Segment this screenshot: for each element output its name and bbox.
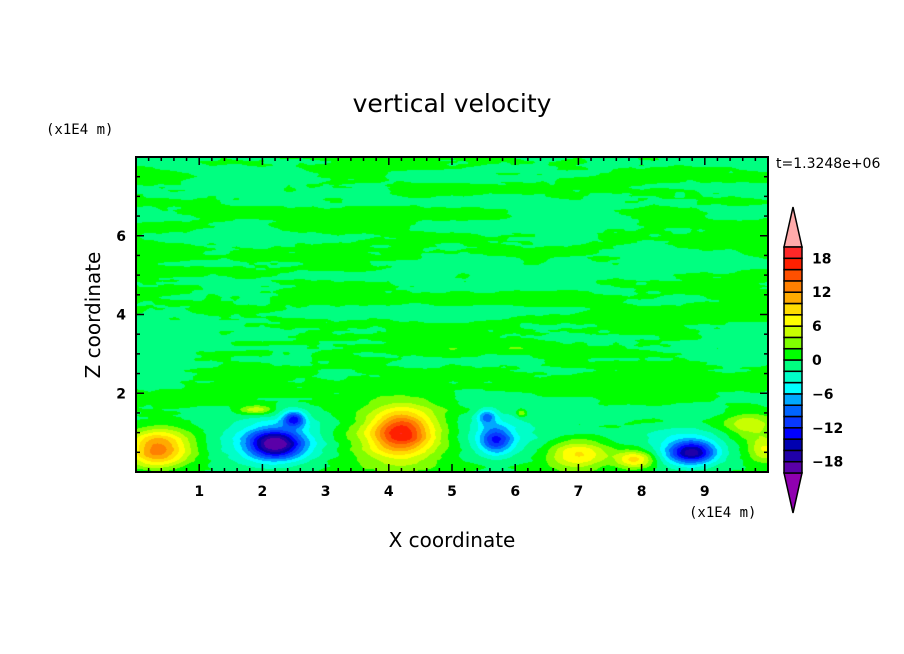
colorbar-box	[783, 268, 803, 282]
y-tick-label: 4	[116, 308, 126, 324]
colorbar-tick-label: 0	[812, 353, 822, 369]
colorbar-tick-label: −12	[812, 421, 843, 437]
axis-ticks: 1 2 3 4 5 6 7 8 9 2 4 6	[116, 157, 768, 500]
chart-title: vertical velocity	[353, 89, 552, 118]
colorbar-over-triangle	[783, 206, 803, 248]
y-tick-label: 2	[116, 386, 126, 402]
colorbar-box	[783, 427, 803, 440]
x-tick-label: 9	[700, 484, 710, 500]
colorbar-box	[783, 291, 803, 305]
x-tick-label: 2	[258, 484, 268, 500]
x-tick-label: 3	[321, 484, 331, 500]
colorbar-box	[783, 449, 803, 463]
time-label: t=1.3248e+06	[776, 156, 880, 172]
x-tick-label: 6	[510, 484, 520, 500]
x-tick-label: 5	[447, 484, 457, 500]
x-tick-label: 4	[384, 484, 394, 500]
colorbar-tick-label: −18	[812, 455, 843, 471]
colorbar-box	[783, 381, 803, 395]
colorbar-tick-label: 12	[812, 285, 831, 301]
colorbar: 18 12 6 0 −6 −12 −18	[783, 206, 843, 514]
colorbar-box	[783, 325, 803, 339]
x-axis-label: X coordinate	[389, 528, 516, 552]
colorbar-box	[783, 359, 803, 373]
colorbar-box	[783, 438, 803, 452]
colorbar-box	[783, 393, 803, 406]
colorbar-tick-label: 6	[812, 319, 822, 335]
y-tick-label: 6	[116, 229, 126, 245]
colorbar-tick-label: −6	[812, 387, 833, 403]
x-tick-label: 8	[637, 484, 647, 500]
x-tick-label: 7	[574, 484, 584, 500]
colorbar-box	[783, 314, 803, 327]
colorbar-tick-label: 18	[812, 251, 831, 267]
y-unit-label: (x1E4 m)	[46, 122, 113, 138]
colorbar-box	[783, 460, 803, 474]
colorbar-box	[783, 280, 803, 293]
colorbar-box	[783, 246, 803, 260]
colorbar-box	[783, 347, 803, 361]
y-axis-label: Z coordinate	[81, 252, 105, 379]
x-unit-label: (x1E4 m)	[689, 505, 756, 521]
colorbar-box	[783, 257, 803, 271]
colorbar-box	[783, 415, 803, 429]
colorbar-box	[783, 336, 803, 350]
contour-field	[136, 157, 768, 472]
plot-frame	[135, 156, 769, 473]
colorbar-box	[783, 404, 803, 418]
colorbar-box	[783, 370, 803, 384]
colorbar-under-triangle	[783, 472, 803, 514]
colorbar-box	[783, 302, 803, 316]
x-tick-label: 1	[194, 484, 204, 500]
